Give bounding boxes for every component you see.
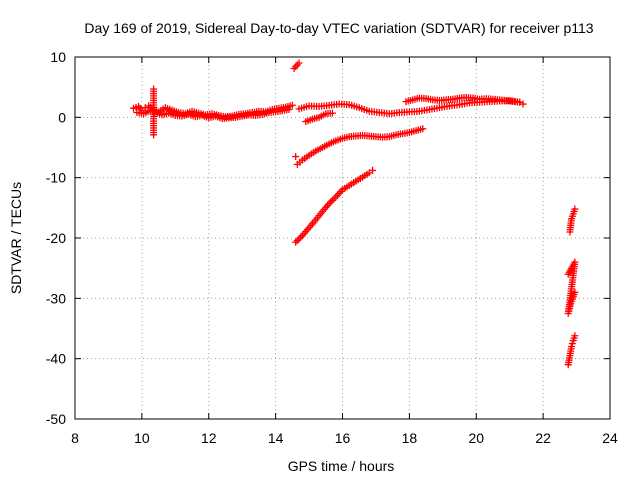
y-tick-label: 10 [50,49,66,65]
data-point [327,198,335,206]
x-tick-label: 16 [335,430,351,446]
data-point [293,237,301,245]
data-points [130,59,579,369]
data-point [568,340,576,348]
y-tick-label: -10 [46,170,66,186]
x-axis: 8 10 12 14 16 18 20 22 24 [71,57,618,446]
x-tick-label: 12 [201,430,217,446]
x-tick-label: 18 [402,430,418,446]
data-point [285,105,293,113]
series-early-outliers [150,59,303,161]
x-axis-label: GPS time / hours [288,458,395,474]
series-upper-band-b [133,105,293,123]
data-point [419,125,427,133]
data-point [571,288,579,296]
data-point [571,332,579,340]
x-tick-label: 10 [134,430,150,446]
x-tick-label: 24 [602,430,618,446]
data-point [369,166,377,174]
x-tick-label: 8 [71,430,79,446]
data-point [571,205,579,213]
series-late-cluster [564,205,579,369]
data-point [295,59,303,67]
y-axis-label: SDTVAR / TECUs [8,182,24,294]
data-point [328,109,336,117]
data-point [295,235,303,243]
data-point [292,153,300,161]
series-late-upper [402,93,527,108]
y-tick-label: -50 [46,411,66,427]
y-tick-label: 0 [58,109,66,125]
data-point [288,101,296,109]
data-point [330,195,338,203]
y-tick-label: -30 [46,290,66,306]
y-tick-label: -40 [46,351,66,367]
x-tick-label: 20 [468,430,484,446]
x-tick-label: 22 [535,430,551,446]
data-point [328,196,336,204]
y-axis: 10 0 -10 -20 -30 -40 -50 [46,49,610,427]
x-tick-label: 14 [268,430,284,446]
series-falling-arc [293,125,427,168]
data-point [150,131,158,139]
data-point [568,343,576,351]
series-mid-arc-low [302,109,336,126]
y-tick-label: -20 [46,230,66,246]
chart-title: Day 169 of 2019, Sidereal Day-to-day VTE… [84,20,593,36]
data-point [519,100,527,108]
series-diagonal [292,166,377,246]
data-point [292,238,300,246]
data-point [297,233,305,241]
data-point [325,200,333,208]
